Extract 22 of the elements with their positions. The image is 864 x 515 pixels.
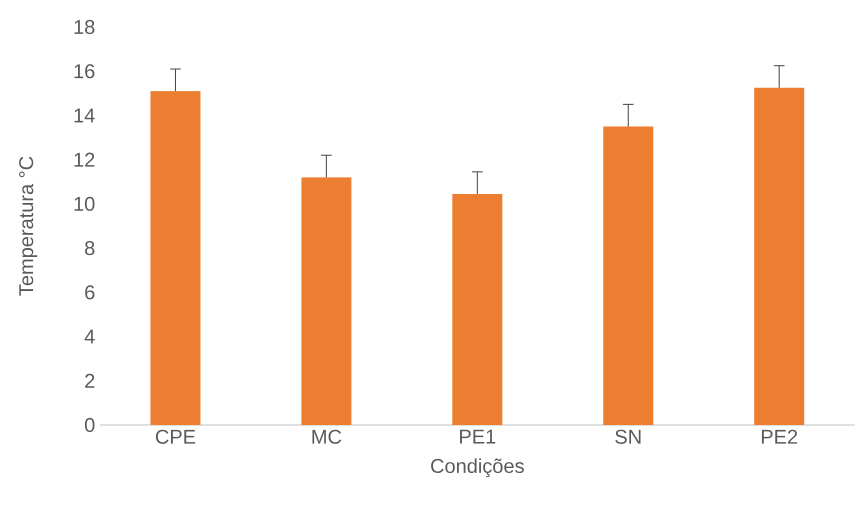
y-tick-label: 2: [85, 374, 94, 388]
y-tick-label: 18: [74, 20, 94, 34]
y-tick-label: 16: [74, 64, 94, 78]
bar: [754, 88, 804, 425]
x-tick-label: PE2: [762, 430, 798, 444]
y-tick-label: 0: [84, 418, 94, 432]
bar: [603, 126, 654, 425]
x-tick-label: MC: [312, 430, 342, 444]
y-tick-label: 14: [74, 108, 95, 122]
x-axis-title: Condições: [431, 458, 524, 478]
y-tick-label: 6: [85, 285, 94, 300]
bar: [301, 177, 352, 425]
y-tick-label: 10: [74, 196, 94, 211]
y-tick-label: 12: [74, 152, 94, 167]
bar: [452, 194, 502, 425]
x-tick-label: CPE: [156, 430, 196, 444]
x-tick-label: SN: [615, 430, 641, 444]
y-axis-title: Temperatura °C: [19, 156, 38, 296]
y-tick-label: 4: [84, 330, 95, 344]
x-tick-label: PE1: [460, 430, 496, 444]
y-tick-label: 8: [85, 241, 94, 256]
bar: [150, 91, 200, 425]
